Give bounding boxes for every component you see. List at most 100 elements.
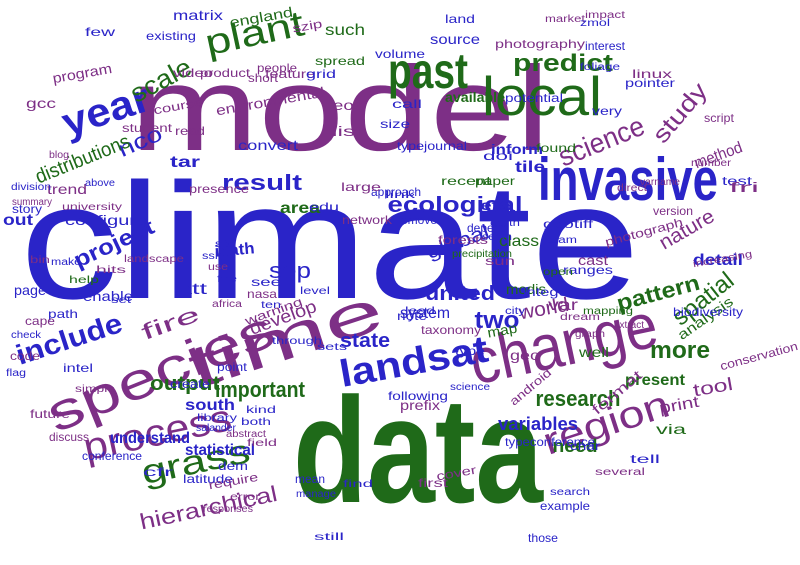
word-recent: recent	[441, 174, 492, 188]
word-both: both	[241, 417, 271, 428]
word-salander: salander	[196, 423, 237, 434]
word-set: set	[111, 295, 131, 306]
word-linux: linux	[632, 67, 672, 81]
word-create: create	[170, 377, 210, 391]
word-taxonomy: taxonomy	[421, 323, 481, 337]
word-use: use	[208, 262, 229, 273]
word-geo: geo	[510, 347, 540, 363]
word-level: level	[300, 286, 330, 297]
word-discuss: discuss	[49, 430, 89, 444]
word-conservation: conservation	[719, 339, 800, 373]
word-division: division	[11, 182, 51, 193]
word-cover: cover	[435, 463, 477, 484]
word-science: science	[450, 382, 491, 393]
word-potential: potential	[505, 91, 563, 105]
word-mean: mean	[295, 472, 325, 486]
word-example: example	[540, 499, 590, 513]
word-program: program	[51, 60, 113, 86]
word-blog: blog	[49, 150, 69, 161]
word-university: university	[62, 202, 122, 213]
word-available: available	[445, 89, 505, 105]
word-call: call	[392, 97, 422, 111]
word-nasa: nasa	[247, 287, 277, 301]
word-pointer: pointer	[625, 76, 675, 90]
word-those: those	[528, 531, 558, 545]
word-out: out	[3, 212, 34, 229]
word-following: following	[388, 389, 448, 403]
word-extract: extract	[614, 320, 644, 331]
word-bin: bin	[30, 255, 50, 266]
word-conference: conference	[82, 449, 142, 463]
word-szip: szip	[291, 16, 323, 35]
word-landscape: landscape	[124, 254, 185, 265]
word-code: code	[10, 349, 40, 363]
word-volume: volume	[375, 47, 425, 61]
word-city: city	[505, 306, 525, 317]
word-help: help	[69, 275, 100, 286]
word-trend: trend	[47, 181, 87, 197]
word-grid: grid	[306, 67, 336, 81]
word-enable: enable	[83, 288, 133, 304]
word-people: people	[257, 61, 297, 75]
word-hits: hits	[96, 265, 126, 276]
word-att: att	[177, 281, 208, 298]
word-past: past	[388, 43, 468, 99]
word-link: link	[385, 190, 417, 201]
word-cfr: cfr	[143, 465, 173, 479]
word-page: page	[14, 282, 46, 298]
word-via: via	[656, 421, 686, 437]
word-seem: seem	[482, 232, 512, 243]
word-result: result	[222, 170, 303, 195]
word-approach: approach	[371, 185, 421, 199]
word-type: type	[455, 344, 485, 358]
word-presence: presence	[189, 182, 249, 196]
word-inform: inform	[491, 141, 543, 157]
word-zmol: zmol	[580, 18, 610, 29]
word-note: note	[397, 309, 427, 323]
word-future: future	[30, 407, 70, 421]
word-gcc: gcc	[26, 95, 56, 111]
word-paper: paper	[475, 174, 515, 188]
word-ipath: ipath	[214, 240, 255, 260]
word-model: model	[130, 42, 550, 176]
word-research: research	[536, 386, 621, 411]
word-two: two	[475, 307, 520, 334]
word-kind: kind	[246, 405, 276, 416]
word-simple: simple	[75, 384, 116, 395]
word-class: class	[499, 233, 539, 250]
word-existing: existing	[146, 29, 196, 43]
word-ecological: ecological	[388, 192, 523, 217]
word-test: test	[722, 174, 753, 188]
word-make: make	[51, 257, 82, 268]
word-remove: remove	[397, 213, 437, 227]
word-tile: tile	[515, 159, 545, 176]
word-sep: sep	[269, 258, 311, 283]
word-first: first	[418, 476, 449, 490]
word-product: product	[200, 66, 251, 80]
word-need: need	[553, 436, 598, 456]
word-important: important	[215, 377, 306, 402]
word-geotiff: geotiff	[543, 217, 594, 231]
word-matrix: matrix	[173, 7, 223, 23]
word-field: field	[247, 438, 277, 449]
word-several: several	[595, 467, 645, 478]
word-photography: photography	[495, 37, 585, 51]
word-present: present	[625, 372, 686, 389]
word-ten: ten	[261, 300, 281, 311]
word-path: path	[48, 307, 78, 321]
word-flag: flag	[6, 368, 26, 379]
word-video: video	[173, 66, 213, 80]
word-fire: fire	[217, 274, 238, 285]
word-doi: doi	[483, 149, 513, 163]
word-sun: sun	[485, 254, 515, 268]
word-error: error	[230, 492, 261, 503]
word-feature: feature	[265, 67, 315, 81]
word-fri: fri	[729, 179, 759, 195]
word-version: version	[653, 204, 693, 218]
word-intel: intel	[63, 361, 93, 375]
word-very: very	[592, 104, 622, 118]
word-area: area	[280, 200, 320, 217]
word-above: above	[85, 178, 115, 189]
word-student: student	[122, 121, 173, 135]
word-network: network	[342, 213, 393, 227]
